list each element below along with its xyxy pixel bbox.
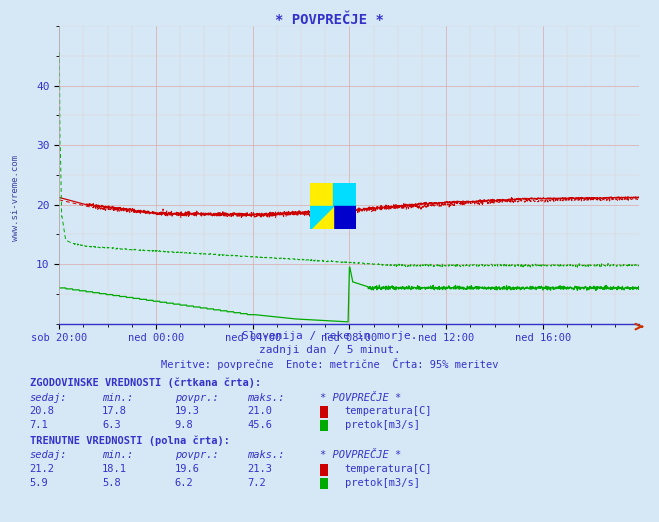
Text: 19.6: 19.6 xyxy=(175,464,200,474)
Text: maks.:: maks.: xyxy=(247,393,285,402)
Text: 6.2: 6.2 xyxy=(175,478,193,488)
Text: 6.3: 6.3 xyxy=(102,420,121,430)
Text: 21.2: 21.2 xyxy=(30,464,55,474)
Text: 5.8: 5.8 xyxy=(102,478,121,488)
Polygon shape xyxy=(310,206,333,229)
Polygon shape xyxy=(310,206,333,229)
Text: 9.8: 9.8 xyxy=(175,420,193,430)
Text: temperatura[C]: temperatura[C] xyxy=(345,406,432,416)
Text: Slovenija / reke in morje.: Slovenija / reke in morje. xyxy=(242,331,417,341)
Text: ZGODOVINSKE VREDNOSTI (črtkana črta):: ZGODOVINSKE VREDNOSTI (črtkana črta): xyxy=(30,378,261,388)
Bar xyxy=(333,206,356,229)
Text: 7.1: 7.1 xyxy=(30,420,48,430)
Text: www.si-vreme.com: www.si-vreme.com xyxy=(11,156,20,241)
Text: 21.3: 21.3 xyxy=(247,464,272,474)
Text: 18.1: 18.1 xyxy=(102,464,127,474)
Text: 20.8: 20.8 xyxy=(30,406,55,416)
Text: 45.6: 45.6 xyxy=(247,420,272,430)
Bar xyxy=(333,183,356,206)
Text: temperatura[C]: temperatura[C] xyxy=(345,464,432,474)
Bar xyxy=(310,183,333,206)
Text: Meritve: povprečne  Enote: metrične  Črta: 95% meritev: Meritve: povprečne Enote: metrične Črta:… xyxy=(161,358,498,370)
Text: sedaj:: sedaj: xyxy=(30,393,67,402)
Text: min.:: min.: xyxy=(102,393,133,402)
Text: 17.8: 17.8 xyxy=(102,406,127,416)
Text: 19.3: 19.3 xyxy=(175,406,200,416)
Text: TRENUTNE VREDNOSTI (polna črta):: TRENUTNE VREDNOSTI (polna črta): xyxy=(30,436,229,446)
Text: * POVPREČJE *: * POVPREČJE * xyxy=(320,450,401,460)
Text: pretok[m3/s]: pretok[m3/s] xyxy=(345,478,420,488)
Text: 5.9: 5.9 xyxy=(30,478,48,488)
Text: * POVPREČJE *: * POVPREČJE * xyxy=(320,393,401,402)
Text: 21.0: 21.0 xyxy=(247,406,272,416)
Text: sedaj:: sedaj: xyxy=(30,450,67,460)
Text: pretok[m3/s]: pretok[m3/s] xyxy=(345,420,420,430)
Text: * POVPREČJE *: * POVPREČJE * xyxy=(275,13,384,27)
Text: povpr.:: povpr.: xyxy=(175,450,218,460)
Text: min.:: min.: xyxy=(102,450,133,460)
Text: maks.:: maks.: xyxy=(247,450,285,460)
Text: zadnji dan / 5 minut.: zadnji dan / 5 minut. xyxy=(258,345,401,354)
Text: povpr.:: povpr.: xyxy=(175,393,218,402)
Text: 7.2: 7.2 xyxy=(247,478,266,488)
